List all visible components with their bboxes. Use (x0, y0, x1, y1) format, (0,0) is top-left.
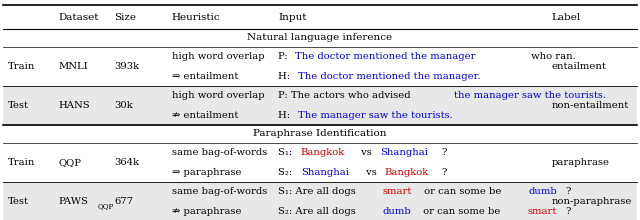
Text: who ran.: who ran. (528, 51, 575, 61)
Text: H:: H: (278, 111, 294, 120)
Text: ⇒ entailment: ⇒ entailment (172, 72, 238, 81)
Text: HANS: HANS (59, 101, 90, 110)
Text: ⇏ entailment: ⇏ entailment (172, 111, 238, 120)
Text: S₂:: S₂: (278, 168, 296, 177)
Text: QQP: QQP (97, 202, 114, 210)
Text: vs: vs (358, 148, 375, 157)
Text: dumb: dumb (383, 207, 412, 216)
Text: Input: Input (278, 13, 307, 22)
Text: high word overlap: high word overlap (172, 91, 264, 100)
Text: paraphrase: paraphrase (552, 158, 610, 167)
Text: non-paraphrase: non-paraphrase (552, 197, 632, 206)
Text: 30k: 30k (114, 101, 132, 110)
Text: smart: smart (527, 207, 557, 216)
Text: S₂: Are all dogs: S₂: Are all dogs (278, 207, 359, 216)
Text: P: The actors who advised: P: The actors who advised (278, 91, 414, 100)
Text: H:: H: (278, 72, 294, 81)
Bar (3, 182, 637, 220)
Text: ⇏ paraphrase: ⇏ paraphrase (172, 207, 241, 216)
Text: PAWS: PAWS (59, 197, 89, 206)
Text: 677: 677 (114, 197, 133, 206)
Text: Dataset: Dataset (59, 13, 99, 22)
Text: S₁: Are all dogs: S₁: Are all dogs (278, 187, 359, 196)
Text: entailment: entailment (552, 62, 607, 71)
Text: The manager saw the tourists.: The manager saw the tourists. (298, 111, 453, 120)
Text: Shanghai: Shanghai (380, 148, 428, 157)
Text: or can some be: or can some be (420, 187, 504, 196)
Text: The doctor mentioned the manager: The doctor mentioned the manager (295, 51, 476, 61)
Text: The doctor mentioned the manager.: The doctor mentioned the manager. (298, 72, 481, 81)
Text: Bangkok: Bangkok (385, 168, 429, 177)
Text: ⇒ paraphrase: ⇒ paraphrase (172, 168, 241, 177)
Text: QQP: QQP (59, 158, 82, 167)
Text: Test: Test (8, 197, 29, 206)
Text: Heuristic: Heuristic (172, 13, 220, 22)
Text: Train: Train (8, 158, 35, 167)
Text: dumb: dumb (529, 187, 557, 196)
Text: Natural language inference: Natural language inference (248, 33, 392, 42)
Text: high word overlap: high word overlap (172, 51, 264, 61)
Text: same bag-of-words: same bag-of-words (172, 187, 267, 196)
Text: 393k: 393k (114, 62, 139, 71)
Text: non-entailment: non-entailment (552, 101, 629, 110)
Text: Size: Size (114, 13, 136, 22)
Text: Shanghai: Shanghai (301, 168, 349, 177)
Text: S₁:: S₁: (278, 148, 296, 157)
Text: smart: smart (383, 187, 412, 196)
Bar (3, 86, 637, 125)
Text: ?: ? (566, 207, 571, 216)
Text: 364k: 364k (114, 158, 139, 167)
Text: ?: ? (566, 187, 571, 196)
Text: Label: Label (552, 13, 581, 22)
Text: ?: ? (442, 168, 447, 177)
Text: Bangkok: Bangkok (301, 148, 345, 157)
Text: Test: Test (8, 101, 29, 110)
Text: same bag-of-words: same bag-of-words (172, 148, 267, 157)
Text: or can some be: or can some be (420, 207, 503, 216)
Text: MNLI: MNLI (59, 62, 88, 71)
Text: vs: vs (363, 168, 380, 177)
Text: P:: P: (278, 51, 291, 61)
Text: ?: ? (442, 148, 447, 157)
Text: Paraphrase Identification: Paraphrase Identification (253, 130, 387, 138)
Text: the manager saw the tourists.: the manager saw the tourists. (454, 91, 605, 100)
Text: Train: Train (8, 62, 35, 71)
